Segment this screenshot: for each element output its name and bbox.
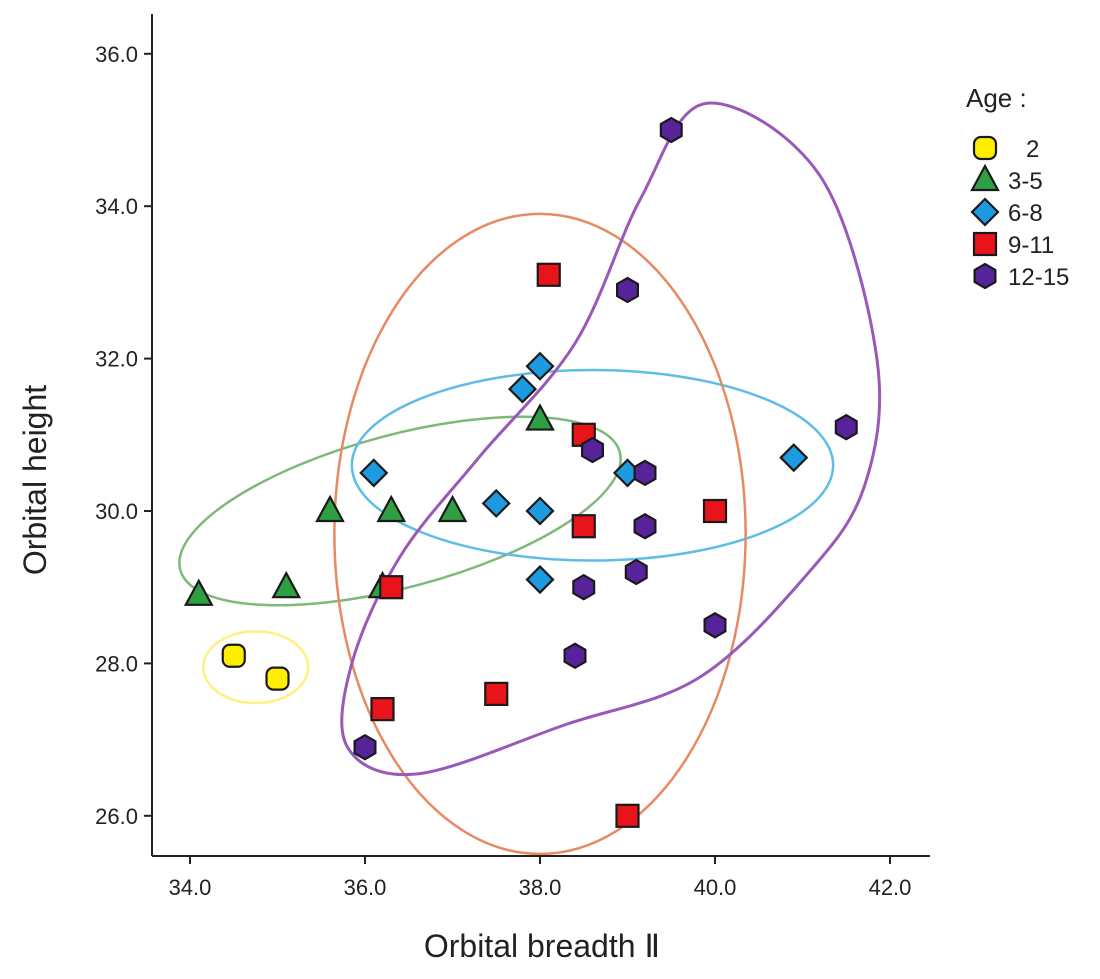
point-hexagon-4-10 xyxy=(353,733,377,761)
point-diamond-2-2 xyxy=(507,374,538,404)
axes xyxy=(151,14,930,857)
point-triangle-1-1 xyxy=(271,570,302,599)
y-tick-label-4: 34.0 xyxy=(95,194,138,219)
point-square-3-6 xyxy=(484,681,509,706)
legend-marker-1 xyxy=(970,163,1000,192)
legend-title: Age : xyxy=(966,83,1027,113)
point-diamond-2-1 xyxy=(481,488,511,518)
x-tick-label-1: 36.0 xyxy=(344,875,387,900)
y-tick-label-0: 26.0 xyxy=(95,804,138,829)
point-hexagon-4-9 xyxy=(703,612,727,639)
y-tick-label-1: 28.0 xyxy=(95,651,138,676)
ellipse-group-2 xyxy=(350,368,835,562)
x-tick-label-0: 34.0 xyxy=(169,875,212,900)
y-axis-title: Orbital height xyxy=(17,385,53,575)
legend-marker-0 xyxy=(972,135,998,161)
point-square-3-0 xyxy=(536,262,561,287)
point-square-3-2 xyxy=(571,514,596,539)
point-diamond-2-3 xyxy=(525,351,555,381)
legend-marker-4 xyxy=(973,262,997,290)
ellipse-group-0 xyxy=(201,630,310,705)
point-circle-0-1 xyxy=(265,666,290,691)
point-triangle-1-4 xyxy=(437,494,468,523)
point-triangle-1-6 xyxy=(525,403,555,431)
point-diamond-2-7 xyxy=(779,443,809,473)
point-hexagon-4-7 xyxy=(834,413,858,441)
point-triangle-1-0 xyxy=(183,578,214,606)
point-diamond-2-5 xyxy=(525,565,555,595)
point-diamond-2-4 xyxy=(525,496,555,526)
y-tick-label-3: 32.0 xyxy=(95,347,138,372)
x-tick-label-2: 38.0 xyxy=(519,875,562,900)
ellipse-group-1 xyxy=(178,415,622,607)
point-hexagon-4-4 xyxy=(633,512,657,540)
point-triangle-1-3 xyxy=(376,494,407,523)
point-square-3-3 xyxy=(702,498,728,524)
ellipse-group-3 xyxy=(333,212,747,856)
x-axis-title: Orbital breadth Ⅱ xyxy=(424,928,660,964)
point-hexagon-4-1 xyxy=(616,276,639,304)
point-square-3-7 xyxy=(615,803,640,828)
legend-marker-3 xyxy=(972,231,998,257)
legend-label-0: 2 xyxy=(1026,136,1039,163)
y-tick-label-5: 36.0 xyxy=(95,42,138,67)
x-tick-label-4: 42.0 xyxy=(869,875,912,900)
point-hexagon-4-3 xyxy=(633,459,657,487)
point-circle-0-0 xyxy=(221,643,246,668)
point-hexagon-4-8 xyxy=(563,642,587,670)
point-triangle-1-2 xyxy=(315,494,345,523)
point-hexagon-4-2 xyxy=(581,436,604,464)
legend-marker-2 xyxy=(970,197,1000,227)
x-tick-label-3: 40.0 xyxy=(694,875,737,900)
legend-label-4: 12-15 xyxy=(1008,264,1069,291)
group-ellipses xyxy=(178,101,882,856)
hull-group-0 xyxy=(340,101,882,777)
legend: Age : 2 3-5 6-8 9-11 12-15 xyxy=(966,83,1069,291)
point-hexagon-4-5 xyxy=(572,573,596,601)
legend-label-1: 3-5 xyxy=(1008,168,1043,195)
data-points xyxy=(183,116,858,828)
legend-label-2: 6-8 xyxy=(1008,200,1043,227)
point-square-3-5 xyxy=(370,697,395,722)
y-tick-label-2: 30.0 xyxy=(95,499,138,524)
axis-ticks: 34.0 36.0 38.0 40.0 42.0 26.0 28.0 30.0 32.0 34.0… xyxy=(95,42,911,900)
point-diamond-2-0 xyxy=(359,458,389,488)
point-hexagon-4-0 xyxy=(659,116,683,144)
point-hexagon-4-6 xyxy=(624,558,648,586)
point-square-3-4 xyxy=(379,575,404,600)
legend-label-3: 9-11 xyxy=(1008,232,1054,259)
